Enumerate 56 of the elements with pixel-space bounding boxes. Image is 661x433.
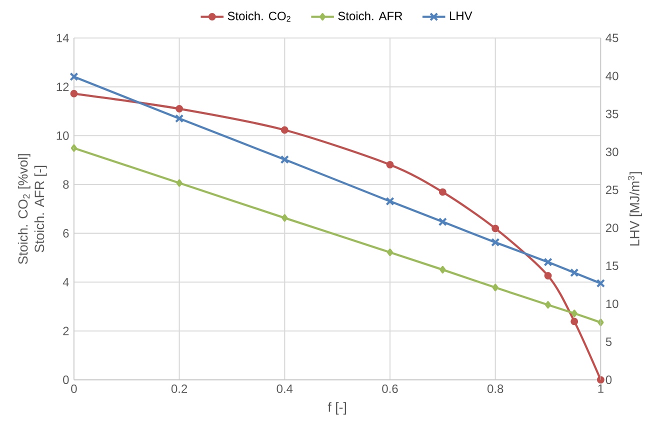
y-tick-label: 14 (56, 34, 69, 42)
y-tick-label: 8 (63, 180, 69, 189)
point (438, 217, 448, 226)
x-tick-label: 0.2 (171, 384, 188, 393)
point (174, 114, 184, 123)
y2-tick-label: 15 (606, 262, 618, 270)
point (386, 160, 394, 168)
y2-axis-title: LHV [MJ/m$^{3}$] (628, 172, 642, 246)
x-tick-label: 0.4 (276, 384, 293, 393)
point (570, 268, 579, 278)
point (176, 105, 184, 112)
point (490, 238, 500, 247)
point (544, 258, 552, 266)
x-axis-title: f [-] (328, 402, 346, 415)
y2-tick-label: 25 (606, 186, 618, 194)
point (386, 196, 394, 206)
point (492, 284, 498, 292)
y2-tick-label: 40 (606, 72, 618, 80)
y2-tick-label: 5 (606, 338, 612, 346)
x-tick-label: 0.8 (487, 384, 504, 393)
x-tick-label: 0.6 (382, 384, 398, 393)
y-tick-label: 0 (63, 376, 69, 384)
y2-tick-label: 35 (606, 110, 618, 118)
y2-tick-label: 20 (606, 224, 618, 232)
legend-label: Stoich. AFR (338, 11, 402, 20)
point (571, 310, 578, 318)
y2-tick-label: 45 (606, 34, 618, 42)
point (596, 278, 606, 288)
point (596, 376, 604, 384)
x-tick-label: 1 (598, 384, 604, 393)
point (544, 272, 552, 280)
legend-label: Stoich. CO$_{2}$ (228, 11, 290, 22)
y-tick-label: 10 (56, 131, 69, 140)
point (282, 214, 288, 222)
y2-tick-label: 30 (606, 148, 618, 156)
y-tick-label: 12 (56, 82, 69, 91)
point (492, 224, 500, 232)
point (280, 126, 288, 134)
point (176, 179, 182, 187)
y-tick-label: 2 (63, 326, 69, 336)
text: Stoich. AFR [-] (34, 166, 47, 252)
y2-tick-label: 10 (606, 300, 618, 308)
legend-label: LHV (450, 12, 472, 20)
y2-tick-label: 0 (606, 376, 612, 384)
text: Stoich. CO$_{2}$ [%vol] (18, 154, 30, 264)
point (544, 301, 552, 309)
point (570, 318, 578, 326)
x-tick-label: 0 (71, 384, 77, 393)
point (440, 266, 446, 274)
point (70, 72, 78, 82)
point (70, 90, 78, 98)
point (280, 155, 290, 164)
y-tick-label: 6 (63, 229, 69, 238)
y-tick-label: 4 (62, 278, 69, 286)
point (438, 188, 446, 196)
point (386, 248, 394, 256)
